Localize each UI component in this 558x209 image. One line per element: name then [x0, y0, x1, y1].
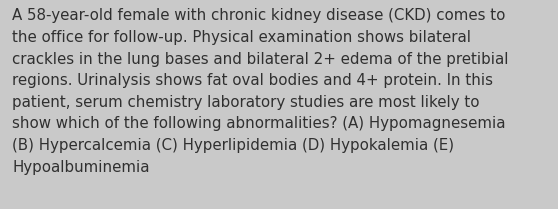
Text: A 58-year-old female with chronic kidney disease (CKD) comes to
the office for f: A 58-year-old female with chronic kidney…: [12, 8, 509, 175]
